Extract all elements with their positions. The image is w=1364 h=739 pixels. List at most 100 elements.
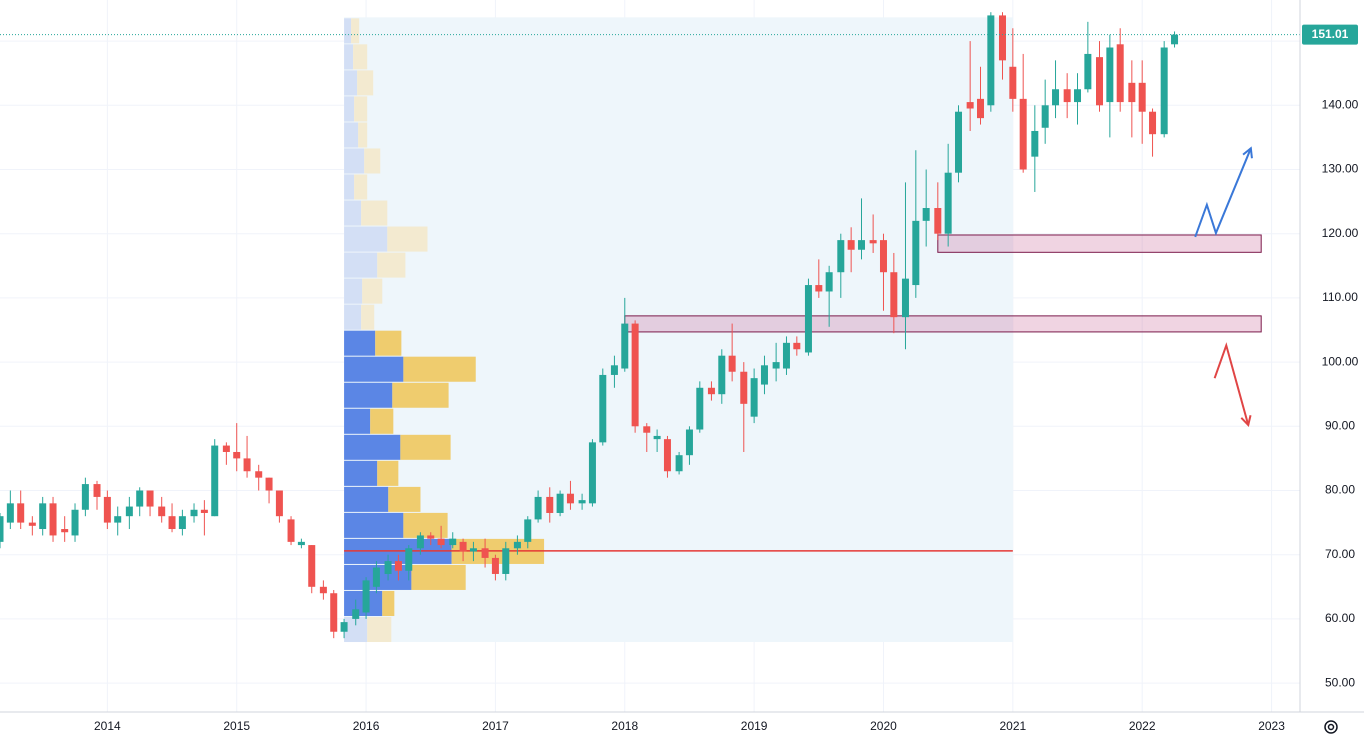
candle-body [340,622,348,632]
candle-body [934,208,942,234]
candle-body [857,240,865,250]
profile-down-bar [364,148,381,174]
profile-up-bar [344,460,378,486]
candle-body [1009,66,1017,99]
candle-body [158,506,166,517]
candle-body [1106,47,1114,103]
candle-body [93,484,101,497]
profile-up-bar [344,278,363,304]
candle-body [1031,130,1039,157]
x-tick-label: 2022 [1129,719,1156,733]
candle-body [685,429,693,456]
candle-body [1149,111,1157,135]
candle-body [599,374,607,443]
profile-down-bar [375,330,402,356]
x-tick-label: 2016 [353,719,380,733]
candle-body [1074,89,1082,103]
candle-body [1063,89,1071,103]
candle-body [297,541,305,546]
profile-up-bar [344,122,359,148]
candle-body [804,285,812,353]
profile-down-bar [388,486,421,512]
profile-down-bar [392,382,449,408]
profile-down-bar [377,460,399,486]
profile-down-bar [357,70,374,96]
candle-body [1052,89,1060,106]
candle-body [955,111,963,173]
candle-body [1041,105,1049,128]
profile-down-bar [377,252,406,278]
candle-body [696,387,704,430]
gear-hub [1327,723,1335,731]
candle-body [265,477,273,491]
candle-body [728,355,736,372]
profile-up-bar [344,96,355,122]
y-tick-label: 140.00 [1322,97,1359,111]
profile-down-bar [354,96,368,122]
x-tick-label: 2018 [611,719,638,733]
candle-body [416,535,424,549]
candle-body [718,355,726,395]
y-tick-label: 120.00 [1322,226,1359,240]
candle-body [459,541,467,552]
profile-down-bar [358,122,368,148]
candle-body [675,455,683,472]
last-price-label: 151.01 [1312,27,1349,41]
candle-body [1116,44,1124,103]
settings-icon[interactable] [1324,720,1338,734]
candle-body [125,506,133,517]
candle-body [987,15,995,106]
candle-body [760,365,768,385]
candle-body [1128,82,1136,103]
candle-body [449,538,457,546]
profile-down-bar [361,304,375,330]
candle-body [610,365,618,375]
arrow-head [1240,415,1252,428]
profile-down-bar [403,512,448,538]
candle-body [643,426,651,433]
candle-body [998,15,1006,61]
profile-up-bar [344,408,371,434]
candle-body [944,172,952,234]
candle-body [793,342,801,350]
profile-down-bar [354,174,368,200]
candle-body [49,503,57,536]
candle-body [287,519,295,542]
candle-body [1019,98,1027,170]
candle-body [437,538,445,546]
candle-body [114,516,122,523]
candle-body [1096,57,1104,106]
candle-body [588,442,596,504]
candle-body [976,98,984,119]
profile-up-bar [344,252,378,278]
y-tick-label: 70.00 [1325,547,1355,561]
candle-body [1138,82,1146,112]
candle-body [556,493,564,513]
candle-body [869,240,877,244]
candle-body [922,208,930,221]
zone [937,234,1262,253]
candle-body [566,493,574,504]
trend-arrow [1194,147,1252,238]
candle-body [61,529,69,533]
last-price-box [1302,24,1358,45]
zone [624,315,1262,333]
profile-up-bar [344,512,404,538]
candle-body [384,561,392,574]
candle-body [772,362,780,369]
candle-body [17,503,25,523]
candle-body [39,503,47,530]
candle-body [750,378,758,417]
candle-body [255,471,263,478]
profile-up-bar [344,174,355,200]
candle-body [578,500,586,504]
candle-body [546,496,554,513]
candle-body [71,509,79,536]
profile-down-bar [382,590,395,617]
x-tick-label: 2014 [94,719,121,733]
candle-body [200,509,208,513]
candle-body [837,240,845,273]
plot-area [0,12,1300,643]
candle-body [1171,34,1179,45]
